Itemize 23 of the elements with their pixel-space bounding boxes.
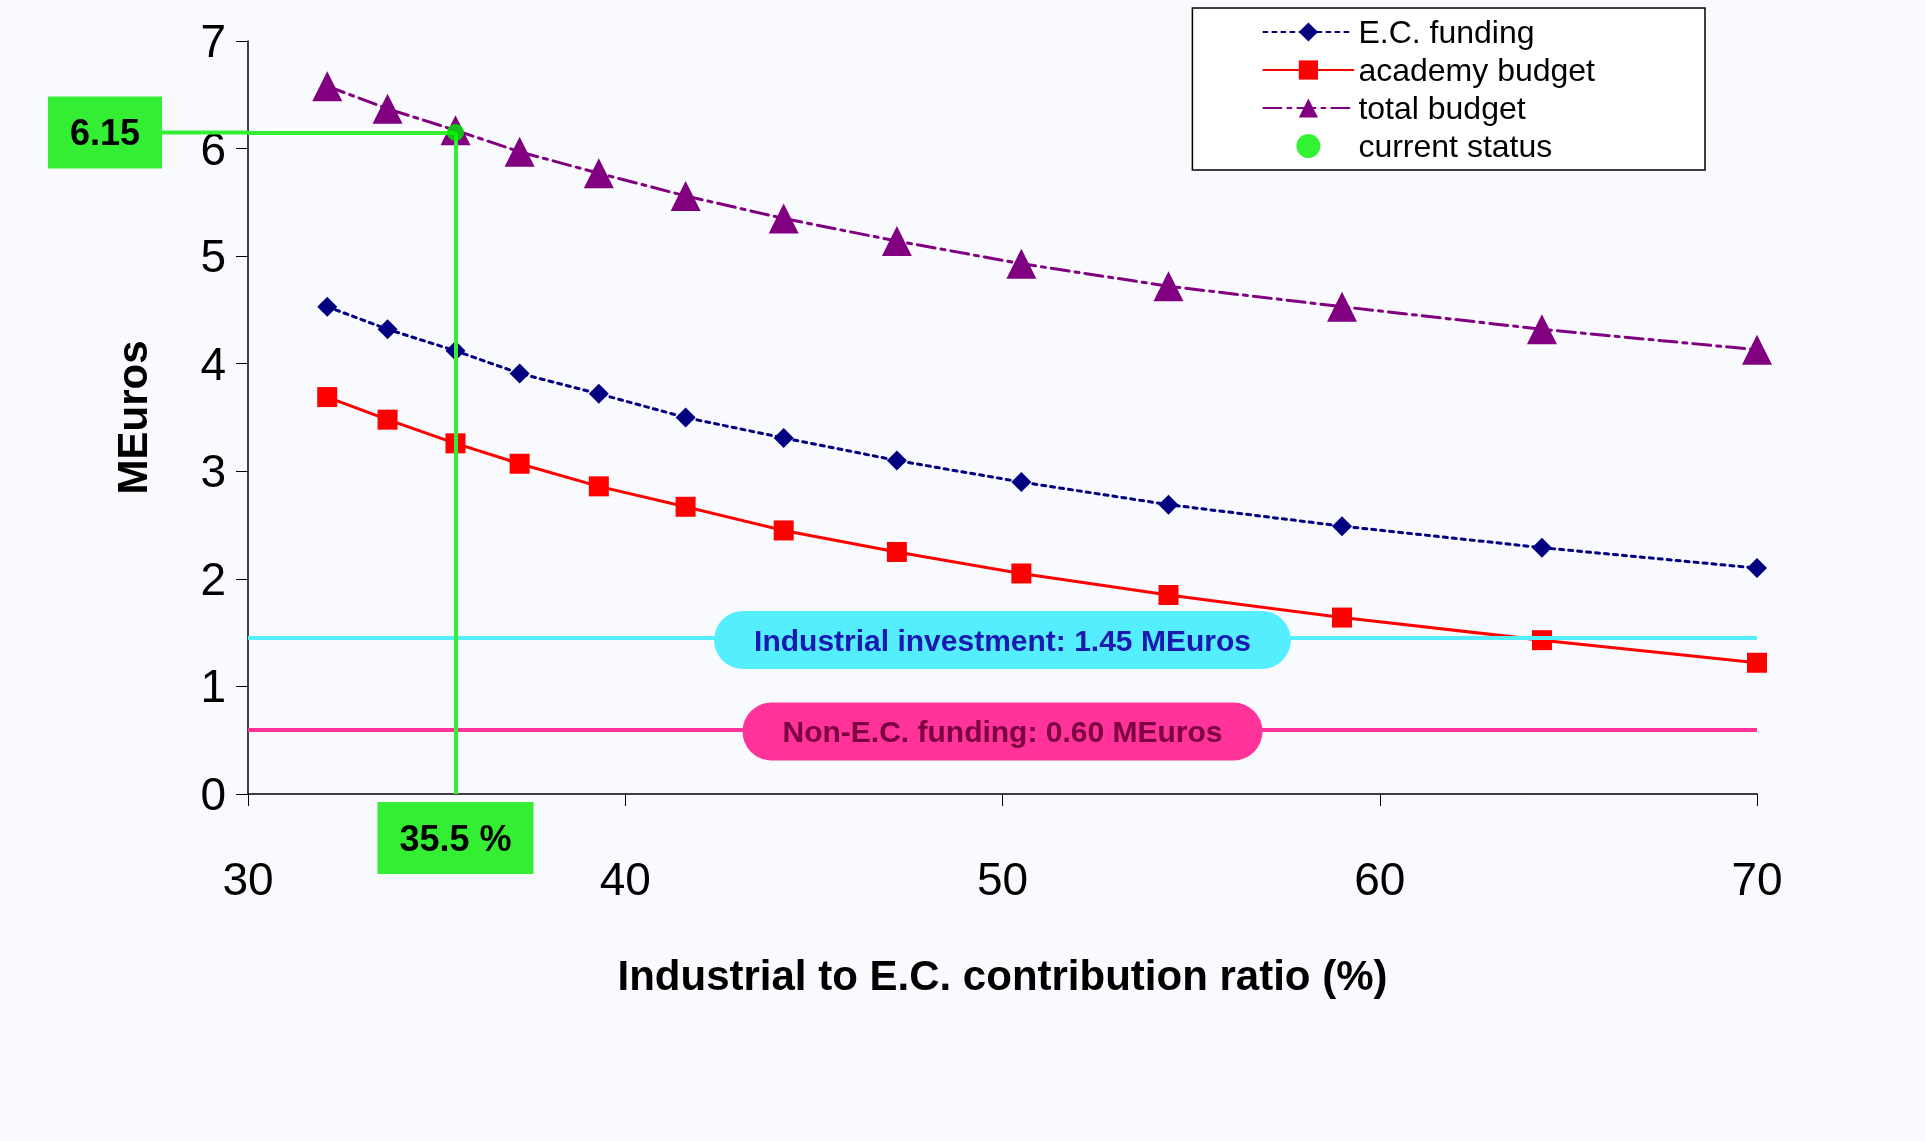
ref-line-label: Non-E.C. funding: 0.60 MEuros [782,714,1223,748]
y-axis-title: MEuros [108,340,156,495]
x-tick-label: 50 [976,853,1029,905]
legend-label: E.C. funding [1358,14,1535,50]
x-tick-label: 30 [222,853,274,905]
y-tick-label: 1 [200,660,226,713]
x-tick-label: 40 [599,853,651,905]
legend-label: current status [1358,128,1553,164]
y-tick-label: 0 [200,768,226,820]
legend-label: total budget [1358,90,1526,126]
y-tick-label: 4 [200,337,226,390]
x-tick-label: 60 [1354,853,1406,905]
x-tick-label: 70 [1731,853,1783,905]
y-tick-label: 3 [200,445,226,498]
y-tick-label: 7 [200,15,226,67]
x-axis-title: Industrial to E.C. contribution ratio (%) [617,951,1388,999]
y-tick-label: 6 [200,122,226,175]
legend-label: academy budget [1358,52,1596,88]
ref-line-label: 6.15 [69,111,140,153]
y-tick-label: 5 [200,230,226,283]
ref-line-label: Industrial investment: 1.45 MEuros [754,623,1251,657]
y-tick-label: 2 [200,552,226,605]
ref-line-label: 35.5 % [399,817,512,859]
